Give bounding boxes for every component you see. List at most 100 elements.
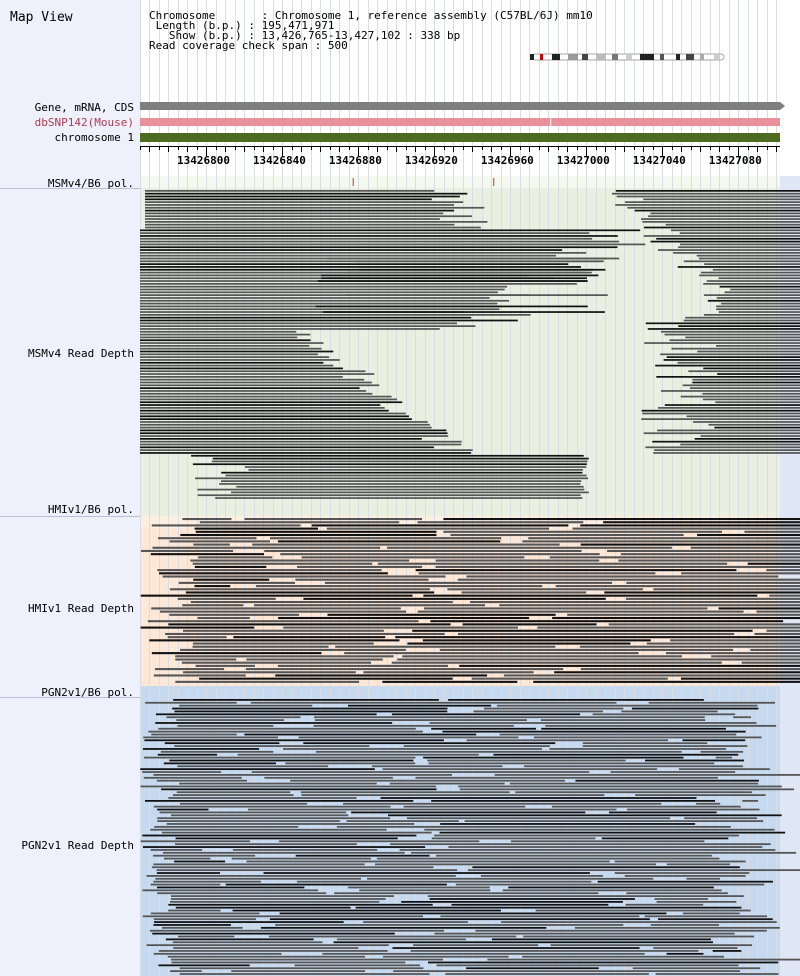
read-segment <box>140 299 510 302</box>
read-segment <box>582 745 748 747</box>
read-segment <box>447 588 643 591</box>
read-segment <box>466 967 599 970</box>
read-segment <box>149 639 400 642</box>
read-segment <box>150 828 387 831</box>
read-segment <box>140 370 366 373</box>
read-segment <box>175 843 357 846</box>
read-segment <box>714 426 800 429</box>
read-segment <box>169 613 300 616</box>
read-segment <box>251 771 590 773</box>
read-segment <box>336 825 731 828</box>
read-segment <box>334 892 599 895</box>
read-segment <box>151 607 401 610</box>
read-segment <box>145 218 440 220</box>
read-segment <box>231 970 366 973</box>
read-segment <box>718 607 800 610</box>
read-segment <box>377 562 728 565</box>
chromosome-ideogram[interactable] <box>530 53 726 61</box>
read-segment <box>744 530 800 533</box>
read-segment <box>343 802 662 805</box>
read-segment <box>153 674 246 677</box>
read-segment <box>399 849 776 851</box>
read-segment <box>313 724 514 727</box>
read-segment <box>503 674 800 677</box>
read-segment <box>140 246 618 249</box>
read-segment <box>160 610 407 613</box>
read-segment <box>643 432 800 435</box>
read-segment <box>315 750 682 753</box>
read-segment <box>439 831 786 834</box>
read-segment <box>140 426 432 429</box>
read-segment <box>355 906 742 909</box>
read-segment <box>140 322 457 325</box>
read-segment <box>683 260 800 263</box>
read-segment <box>645 759 744 762</box>
read-segment <box>642 412 800 415</box>
read-segment <box>168 623 451 626</box>
read-segment <box>145 190 435 192</box>
read-segment <box>550 944 753 947</box>
read-segment <box>246 658 383 661</box>
read-segment <box>195 477 589 480</box>
show-key: Show (b.p.) <box>168 29 242 42</box>
read-segment <box>314 719 527 721</box>
read-segment <box>142 834 417 837</box>
read-segment <box>303 742 556 745</box>
read-segment <box>279 912 667 915</box>
read-segment <box>572 527 800 530</box>
read-segment <box>624 875 746 877</box>
read-segment <box>175 680 360 683</box>
label-column <box>0 0 140 976</box>
read-segment <box>430 620 784 623</box>
read-segment <box>140 328 440 330</box>
read-segment <box>673 252 800 254</box>
read-segment <box>176 719 285 721</box>
read-segment <box>692 378 800 381</box>
read-segment <box>324 581 613 584</box>
read-segment <box>624 201 800 203</box>
read-segment <box>167 955 365 958</box>
read-segment <box>145 206 485 209</box>
read-segment <box>155 668 225 671</box>
read-segment <box>656 900 737 903</box>
read-segment <box>427 895 744 897</box>
read-segment <box>407 642 631 645</box>
read-segment <box>700 435 800 437</box>
read-segment <box>311 524 569 527</box>
read-segment <box>142 915 423 918</box>
read-segment <box>335 645 556 648</box>
read-segment <box>193 578 270 581</box>
read-segment <box>643 235 800 237</box>
read-segment <box>157 808 209 811</box>
read-segment <box>165 938 314 941</box>
read-segment <box>424 828 775 831</box>
read-segment <box>140 404 381 406</box>
read-segment <box>459 788 795 791</box>
read-segment <box>615 204 800 206</box>
read-segment <box>508 886 714 889</box>
read-segment <box>685 336 800 339</box>
read-segment <box>193 543 230 546</box>
read-segment <box>769 594 800 597</box>
read-segment <box>657 429 800 432</box>
read-segment <box>190 559 410 562</box>
read-segment <box>500 921 777 923</box>
read-segment <box>653 452 800 454</box>
read-segment <box>140 768 375 771</box>
read-segment <box>580 524 800 527</box>
read-segment <box>483 707 624 710</box>
read-segment <box>170 970 202 973</box>
read-segment <box>180 533 437 537</box>
read-segment <box>297 880 592 883</box>
read-segment <box>702 392 800 395</box>
read-segment <box>182 518 232 521</box>
read-segment <box>635 794 766 797</box>
read-segment <box>150 849 203 851</box>
read-segment <box>254 604 486 607</box>
read-segment <box>212 457 589 460</box>
read-segment <box>487 958 800 961</box>
read-segment <box>545 724 777 727</box>
read-segment <box>161 831 432 834</box>
read-segment <box>509 782 759 785</box>
read-segment <box>140 446 434 449</box>
